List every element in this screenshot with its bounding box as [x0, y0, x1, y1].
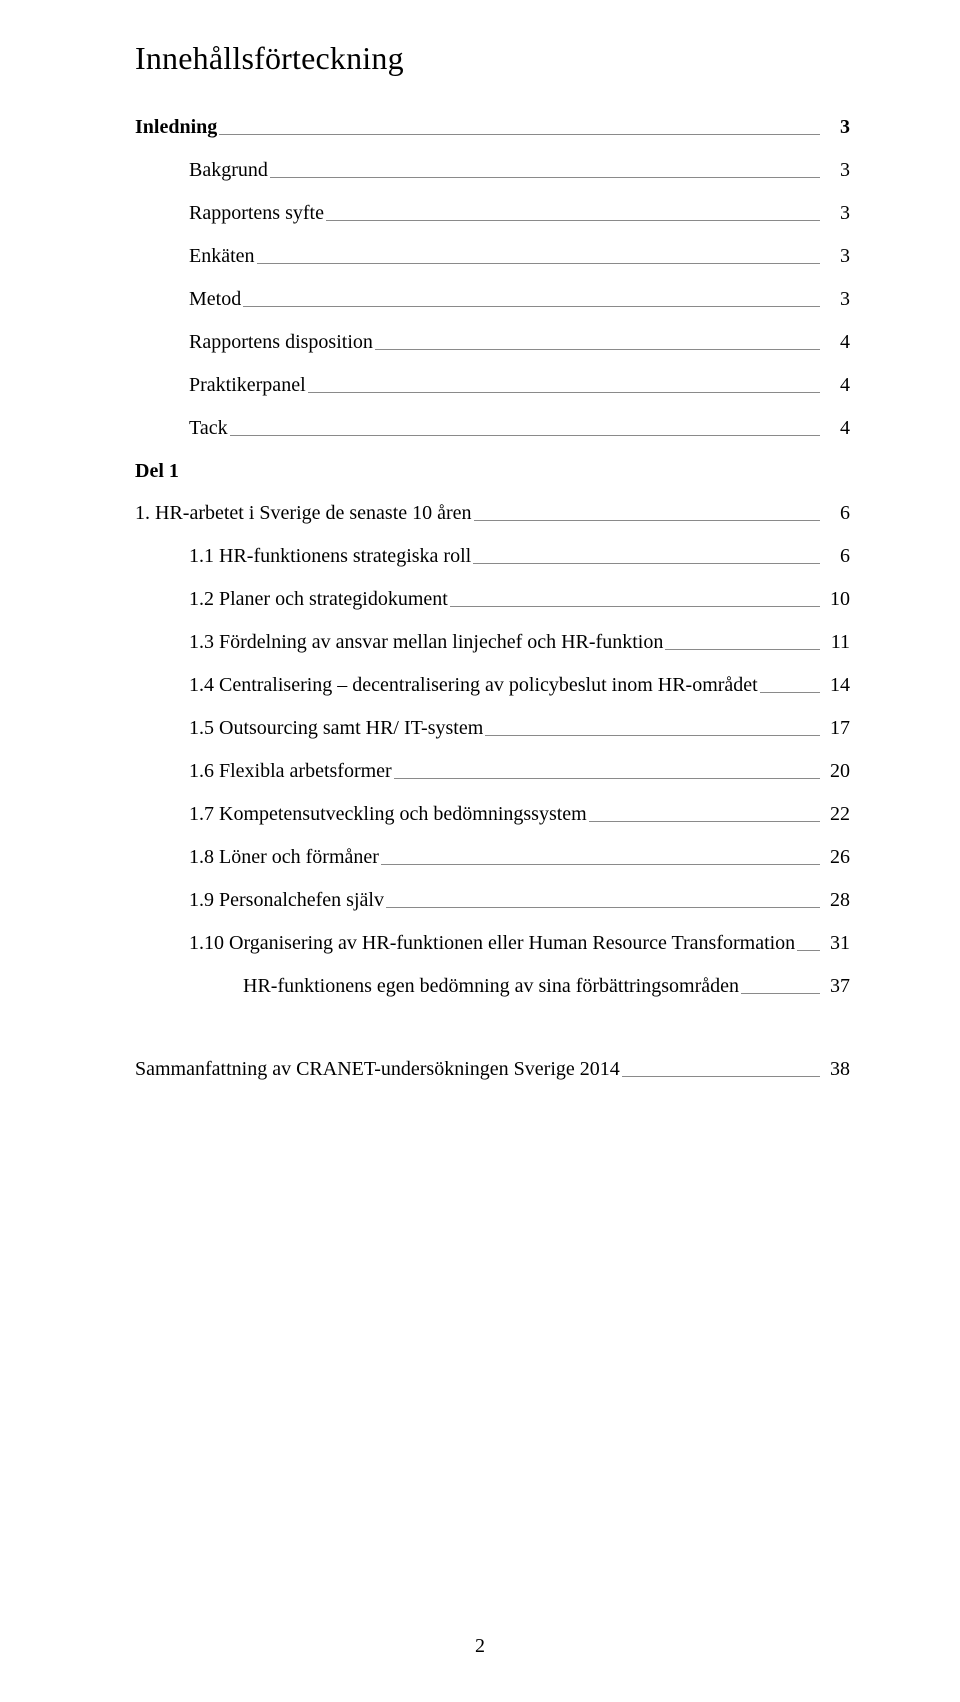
toc-leader [326, 220, 820, 221]
toc-entry-summary: Sammanfattning av CRANET-undersökningen … [135, 1057, 850, 1081]
toc-leader [741, 993, 820, 994]
toc-page: 14 [822, 673, 850, 697]
toc-leader [797, 950, 820, 951]
document-page: Innehållsförteckning Inledning 3 Bakgrun… [0, 0, 960, 1702]
toc-page: 38 [822, 1057, 850, 1081]
toc-page: 3 [822, 287, 850, 311]
toc-label: HR-funktionens egen bedömning av sina fö… [243, 974, 739, 998]
toc-entry: 1.5 Outsourcing samt HR/ IT-system 17 [189, 716, 850, 740]
toc-leader [243, 306, 820, 307]
toc-leader [473, 563, 820, 564]
toc-entry: Praktikerpanel 4 [189, 373, 850, 397]
toc-page: 37 [822, 974, 850, 998]
toc-entry: Metod 3 [189, 287, 850, 311]
toc-label: Bakgrund [189, 158, 268, 182]
toc-leader [394, 778, 820, 779]
toc-page: 26 [822, 845, 850, 869]
toc-leader [474, 520, 820, 521]
toc-entry: 1.8 Löner och förmåner 26 [189, 845, 850, 869]
toc-part-heading: Del 1 [135, 459, 850, 483]
toc-leader [622, 1076, 820, 1077]
toc-page: 3 [822, 158, 850, 182]
toc-leader [375, 349, 820, 350]
toc-label: 1. HR-arbetet i Sverige de senaste 10 år… [135, 501, 472, 525]
toc-page: 4 [822, 416, 850, 440]
toc-leader [665, 649, 820, 650]
toc-label: Tack [189, 416, 228, 440]
toc-page: 3 [822, 115, 850, 139]
toc-leader [219, 134, 820, 135]
toc-entry: 1.10 Organisering av HR-funktionen eller… [189, 931, 850, 955]
toc-label: Praktikerpanel [189, 373, 306, 397]
toc-label: Rapportens disposition [189, 330, 373, 354]
toc-entry: 1.3 Fördelning av ansvar mellan linjeche… [189, 630, 850, 654]
toc-leader [386, 907, 820, 908]
toc-page: 28 [822, 888, 850, 912]
toc-label: Del 1 [135, 459, 179, 483]
toc-label: 1.4 Centralisering – decentralisering av… [189, 673, 758, 697]
toc-page: 6 [822, 501, 850, 525]
toc-leader [450, 606, 820, 607]
toc-label: 1.9 Personalchefen själv [189, 888, 384, 912]
toc-label: 1.7 Kompetensutveckling och bedömningssy… [189, 802, 587, 826]
toc-page: 10 [822, 587, 850, 611]
toc-entry: 1.4 Centralisering – decentralisering av… [189, 673, 850, 697]
toc-label: 1.1 HR-funktionens strategiska roll [189, 544, 471, 568]
toc-entry: Bakgrund 3 [189, 158, 850, 182]
toc-leader [257, 263, 820, 264]
toc-page: 11 [822, 630, 850, 654]
toc-page: 6 [822, 544, 850, 568]
toc-page: 22 [822, 802, 850, 826]
toc-label: 1.3 Fördelning av ansvar mellan linjeche… [189, 630, 663, 654]
toc-page: 31 [822, 931, 850, 955]
toc-entry: Rapportens disposition 4 [189, 330, 850, 354]
toc-leader [308, 392, 820, 393]
toc-entry: 1.7 Kompetensutveckling och bedömningssy… [189, 802, 850, 826]
toc-page: 3 [822, 201, 850, 225]
toc-leader [760, 692, 820, 693]
toc-page: 3 [822, 244, 850, 268]
toc-entry: Tack 4 [189, 416, 850, 440]
toc-leader [485, 735, 820, 736]
toc-leader [381, 864, 820, 865]
toc-page: 4 [822, 330, 850, 354]
toc-label: Inledning [135, 115, 217, 139]
toc-leader [230, 435, 820, 436]
toc-entry: 1.6 Flexibla arbetsformer 20 [189, 759, 850, 783]
toc-label: Enkäten [189, 244, 255, 268]
toc-leader [270, 177, 820, 178]
toc-leader [589, 821, 820, 822]
toc-entry: HR-funktionens egen bedömning av sina fö… [243, 974, 850, 998]
toc-entry: Inledning 3 [135, 115, 850, 139]
toc-label: 1.8 Löner och förmåner [189, 845, 379, 869]
toc-label: 1.10 Organisering av HR-funktionen eller… [189, 931, 795, 955]
toc-label: Rapportens syfte [189, 201, 324, 225]
toc-page: 20 [822, 759, 850, 783]
spacer [135, 1017, 850, 1057]
toc-entry: 1.2 Planer och strategidokument 10 [189, 587, 850, 611]
toc-entry: Rapportens syfte 3 [189, 201, 850, 225]
toc-section-intro: Inledning 3 Bakgrund 3 Rapportens syfte … [135, 115, 850, 440]
page-number: 2 [0, 1635, 960, 1658]
toc-label: 1.5 Outsourcing samt HR/ IT-system [189, 716, 483, 740]
toc-entry: 1. HR-arbetet i Sverige de senaste 10 år… [135, 501, 850, 525]
toc-page: 17 [822, 716, 850, 740]
toc-label: Sammanfattning av CRANET-undersökningen … [135, 1057, 620, 1081]
toc-entry: Enkäten 3 [189, 244, 850, 268]
toc-section-del1: 1. HR-arbetet i Sverige de senaste 10 år… [135, 501, 850, 998]
toc-label: 1.6 Flexibla arbetsformer [189, 759, 392, 783]
toc-entry: 1.1 HR-funktionens strategiska roll 6 [189, 544, 850, 568]
toc-label: Metod [189, 287, 241, 311]
toc-label: 1.2 Planer och strategidokument [189, 587, 448, 611]
toc-page: 4 [822, 373, 850, 397]
page-title: Innehållsförteckning [135, 40, 850, 77]
toc-entry: 1.9 Personalchefen själv 28 [189, 888, 850, 912]
